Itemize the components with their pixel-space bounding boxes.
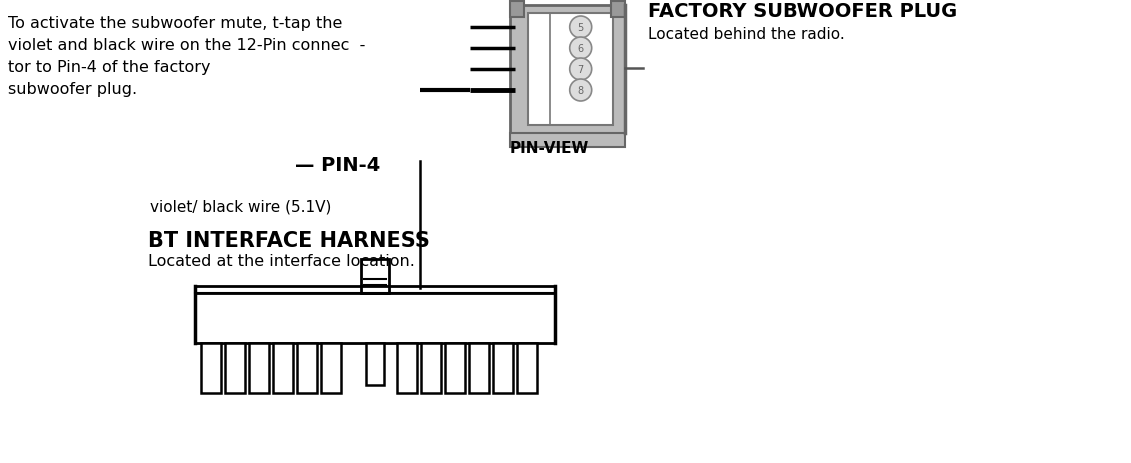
Bar [201,343,221,393]
Text: tor to Pin-4 of the factory: tor to Pin-4 of the factory [8,60,210,75]
Bar [273,343,293,393]
Text: To activate the subwoofer mute, t-tap the: To activate the subwoofer mute, t-tap th… [8,16,343,31]
Text: subwoofer plug.: subwoofer plug. [8,82,137,97]
Bar [225,343,245,393]
Bar [510,134,625,148]
Text: PIN-VIEW: PIN-VIEW [510,141,589,156]
Bar [444,343,465,393]
Text: Located behind the radio.: Located behind the radio. [648,27,845,42]
Bar [469,343,489,393]
Bar [361,259,389,294]
Text: 7: 7 [578,65,584,75]
Circle shape [570,38,592,60]
Bar [195,294,555,343]
Text: BT INTERFACE HARNESS: BT INTERFACE HARNESS [148,231,430,250]
Bar [321,343,342,393]
Circle shape [570,80,592,102]
Circle shape [570,59,592,81]
Bar [528,14,613,126]
Bar [493,343,513,393]
Text: — PIN-4: — PIN-4 [295,156,380,175]
Text: 5: 5 [578,23,584,33]
Bar [421,343,441,393]
Text: 8: 8 [578,86,584,96]
Bar [297,343,317,393]
Text: violet and black wire on the 12-Pin connec  -: violet and black wire on the 12-Pin conn… [8,38,365,53]
Bar [510,6,625,134]
Bar [517,343,537,393]
Bar [397,343,417,393]
Bar [510,2,524,18]
Text: FACTORY SUBWOOFER PLUG: FACTORY SUBWOOFER PLUG [648,2,957,21]
Bar [366,343,385,385]
Text: violet/ black wire (5.1V): violet/ black wire (5.1V) [150,199,331,213]
Text: 6: 6 [578,44,584,54]
Bar [249,343,269,393]
Bar [611,2,625,18]
Circle shape [570,17,592,39]
Text: Located at the interface location.: Located at the interface location. [148,253,415,269]
